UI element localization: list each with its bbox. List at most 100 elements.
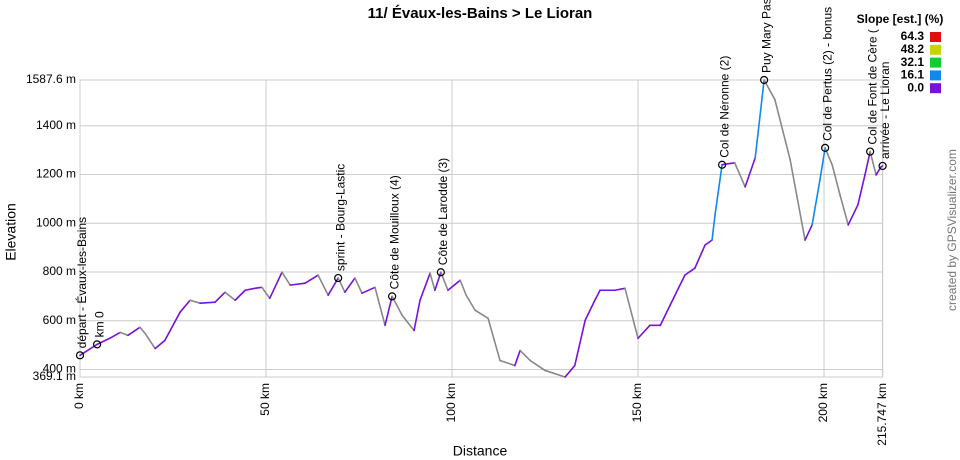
profile-segment: [384, 295, 393, 327]
x-tick-label: 50 km: [258, 383, 272, 416]
legend-swatch: [930, 57, 941, 68]
profile-segment: [704, 239, 713, 246]
profile-segment: [374, 286, 386, 327]
waypoint-marker: [821, 143, 830, 153]
profile-segment: [733, 161, 746, 188]
profile-segment: [139, 326, 146, 335]
profile-segment: [96, 337, 111, 346]
x-tick-label: 215.747 km: [875, 383, 889, 446]
profile-segment: [811, 179, 821, 226]
waypoint-label: Côte de Mouilloux (4): [387, 175, 401, 289]
profile-segment: [224, 291, 236, 302]
x-tick-label: 150 km: [630, 383, 644, 422]
profile-segment: [281, 271, 291, 286]
profile-segment: [289, 282, 306, 286]
x-tick-label: 0 km: [72, 383, 86, 409]
profile-segment: [499, 359, 516, 367]
waypoint-marker: [866, 147, 875, 156]
profile-segment: [880, 165, 884, 168]
profile-segment: [304, 274, 319, 284]
y-tick-label: 1000 m: [36, 215, 76, 229]
profile-segment: [179, 299, 191, 313]
legend-title: Slope [est.] (%): [857, 12, 944, 26]
y-tick-label: 1400 m: [36, 118, 76, 132]
y-tick-label: 600 m: [43, 313, 76, 327]
profile-segment: [824, 147, 834, 166]
profile-segment: [584, 299, 596, 322]
profile-segment: [857, 174, 866, 206]
profile-segment: [744, 157, 756, 188]
profile-segment: [154, 339, 166, 350]
profile-segment: [108, 331, 121, 340]
profile-segment: [401, 314, 415, 332]
plot-frame: [79, 79, 884, 378]
profile-segment: [254, 286, 263, 290]
profile-segment: [624, 287, 639, 340]
profile-segment: [354, 277, 363, 294]
legend-swatch: [930, 44, 941, 55]
waypoint-marker: [436, 268, 445, 277]
profile-segment: [514, 349, 521, 367]
legend-swatch: [930, 32, 941, 42]
profile-segment: [189, 299, 201, 304]
profile-segment: [361, 286, 376, 294]
profile-segment: [789, 159, 806, 241]
x-axis-title: Distance: [453, 443, 508, 459]
waypoint-marker: [334, 273, 343, 283]
waypoint-label: sprint - Bourg-Lastic: [333, 164, 347, 271]
profile-segment: [774, 98, 791, 161]
profile-segment: [529, 359, 546, 372]
profile-segment: [144, 332, 156, 350]
y-tick-label: 400 m: [43, 362, 76, 376]
profile-segment: [721, 161, 736, 166]
waypoint-marker: [717, 160, 727, 169]
waypoint-label: km 0: [92, 311, 106, 337]
waypoint-label: arrivée - Le Lioran: [878, 62, 892, 159]
y-tick-label: 1587.6 m: [26, 72, 76, 86]
profile-segment: [594, 289, 601, 302]
legend-swatch: [930, 70, 941, 81]
profile-segment: [754, 79, 765, 159]
profile-segment: [637, 324, 651, 340]
waypoint-marker: [388, 292, 397, 301]
legend-swatch: [930, 83, 941, 94]
x-tick-label: 100 km: [444, 383, 458, 422]
profile-segment: [659, 304, 671, 327]
profile-segment: [119, 331, 129, 337]
profile-segment: [234, 289, 246, 302]
legend-label: 48.2: [901, 42, 925, 56]
profile-segment: [447, 279, 461, 292]
y-tick-label: 800 m: [43, 264, 76, 278]
legend-label: 64.3: [901, 29, 925, 43]
profile-segment: [573, 319, 586, 367]
y-tick-label: 369.1 m: [33, 369, 76, 383]
profile-segment: [839, 194, 850, 226]
profile-segment: [419, 272, 431, 302]
waypoint-marker: [75, 351, 85, 360]
profile-segment: [804, 224, 813, 241]
y-axis-title: Elevation: [3, 203, 19, 261]
profile-segment: [459, 279, 467, 296]
profile-segment: [847, 204, 859, 226]
profile-segment: [487, 317, 501, 362]
profile-segment: [519, 349, 531, 362]
profile-segment: [714, 163, 723, 216]
profile-segment: [614, 287, 626, 292]
x-tick-label: 200 km: [816, 383, 830, 422]
profile-segment: [199, 301, 216, 304]
waypoint-label: Col de Font de Cère (: [865, 29, 879, 144]
profile-segment: [669, 274, 686, 307]
waypoint-marker: [93, 340, 102, 349]
waypoint-label: Col de Pertus (2) - bonus: [820, 7, 834, 141]
profile-segment: [684, 267, 696, 276]
profile-segment: [344, 277, 356, 294]
waypoint-label: Col de Néronne (2): [717, 56, 731, 158]
profile-segment: [429, 272, 436, 292]
profile-segment: [694, 244, 706, 269]
profile-segment: [465, 294, 476, 312]
profile-segment: [544, 369, 566, 378]
y-tick-label: 1200 m: [36, 167, 76, 181]
profile-segment: [244, 287, 256, 292]
